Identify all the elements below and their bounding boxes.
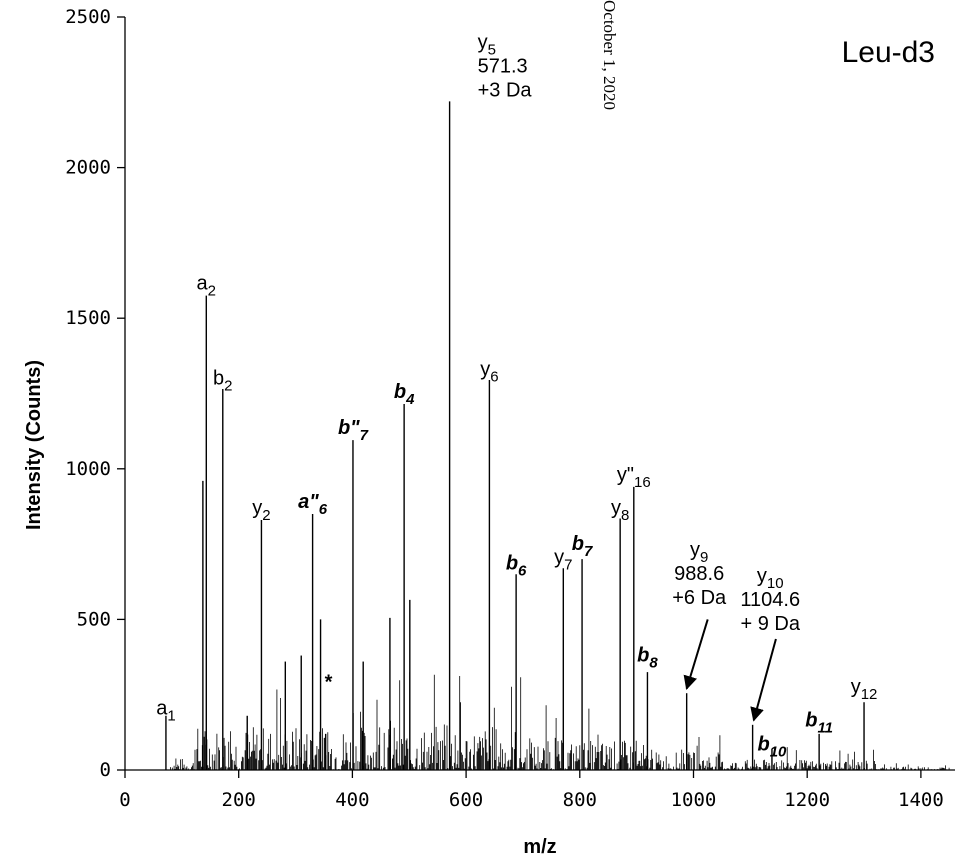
peak-label: a1 (156, 697, 175, 724)
y-tick-label: 1000 (65, 458, 111, 480)
peak-label-main: b (572, 533, 584, 555)
peak-label-subscript: 5 (488, 42, 496, 59)
peak-label-subscript: 7 (584, 543, 593, 560)
peak-label-subscript: 9 (700, 549, 708, 566)
peak-label-main: b (213, 367, 224, 389)
peak-label-main: y" (617, 464, 634, 486)
peak-label-detail: +3 Da (478, 80, 533, 102)
peak-label-subscript: 12 (861, 686, 878, 703)
peak-label-subscript: 16 (634, 474, 651, 491)
peak-label: y9 (690, 539, 708, 566)
peak-label-main: a (197, 273, 209, 295)
peak-label: b7 (572, 533, 593, 560)
x-tick-label: 400 (335, 789, 369, 811)
peak-label-subscript: 6 (490, 368, 498, 385)
peak-label: b11 (805, 709, 833, 736)
peak-label: b2 (213, 367, 232, 394)
peak-label-main: b (757, 733, 769, 755)
x-tick-label: 200 (222, 789, 256, 811)
peak-label-subscript: 4 (405, 391, 415, 408)
peak-label: b4 (394, 381, 415, 408)
axis-ticks: 0 500 1000 1500 2000 2500 0 200 400 600 800 1000 120… (65, 6, 944, 811)
plot-frame (124, 17, 955, 771)
peak-label-subscript: 2 (262, 507, 270, 524)
peak-label-detail: 571.3 (478, 56, 528, 78)
peak-group (165, 101, 865, 770)
peak-label-main: b" (338, 417, 360, 439)
peak-label-detail: 1104.6 (740, 589, 800, 611)
peak-label-main: y (252, 497, 262, 519)
peak-label-subscript: 8 (649, 655, 658, 672)
annotation-arrow (683, 619, 709, 691)
y-tick-label: 2000 (65, 157, 111, 179)
peak-label-main: a" (298, 491, 319, 513)
peak-label-subscript: 2 (224, 377, 232, 394)
peak-label: y6 (480, 358, 498, 385)
peak-label: a2 (197, 273, 216, 300)
peak-label: y7 (554, 547, 572, 574)
panel-label: Leu-d3 (842, 36, 935, 69)
peak-label-subscript: 10 (770, 743, 787, 760)
peak-label-subscript: 8 (621, 507, 629, 524)
peak-label: y"16 (617, 464, 651, 491)
peak-label-main: y (554, 547, 564, 569)
peak-label: * (325, 672, 333, 694)
peak-label: b6 (506, 553, 527, 580)
peak-label-main: y (690, 539, 700, 561)
peak-label-subscript: 11 (817, 719, 833, 736)
x-tick-label: 1200 (784, 789, 830, 811)
peak-label-subscript: 10 (767, 575, 784, 592)
peak-label-subscript: 6 (518, 563, 527, 580)
peak-label-main: y (480, 358, 490, 380)
peak-label-main: b (637, 645, 649, 667)
x-tick-label: 600 (449, 789, 483, 811)
side-stamp: October 1, 2020 (600, 0, 619, 110)
peak-label-subscript: 6 (319, 501, 328, 518)
x-axis-title: m/z (523, 836, 556, 858)
peak-label-subscript: 7 (564, 557, 572, 574)
peak-label-main: b (394, 381, 406, 403)
peak-label: b"7 (338, 417, 369, 444)
peak-label-main: y (757, 565, 767, 587)
peak-label: y5 (478, 32, 496, 59)
peak-label-main: b (506, 553, 518, 575)
peak-label: y8 (611, 497, 629, 524)
peak-label-main: a (156, 697, 168, 719)
peak-label-subscript: 2 (208, 283, 216, 300)
peak-label: a"6 (298, 491, 328, 518)
peak-label-main: b (805, 709, 817, 731)
y-tick-label: 1500 (65, 307, 111, 329)
peak-label: b10 (757, 733, 787, 760)
peak-label-main: y (478, 32, 488, 54)
peak-label: y10 (757, 565, 784, 592)
peak-label-subscript: 7 (360, 427, 369, 444)
peak-label-detail: 988.6 (674, 563, 724, 585)
annotation-arrow (750, 638, 777, 722)
peak-label-detail: + 9 Da (740, 613, 800, 635)
peak-label: y12 (851, 676, 878, 703)
x-tick-label: 1400 (898, 789, 944, 811)
peak-label-main: y (611, 497, 621, 519)
y-tick-label: 0 (100, 759, 111, 781)
peak-label: b8 (637, 645, 658, 672)
peak-label: y2 (252, 497, 270, 524)
x-tick-label: 0 (119, 789, 130, 811)
peak-label-main: y (851, 676, 861, 698)
y-tick-label: 2500 (65, 6, 111, 28)
peak-label-detail: +6 Da (672, 587, 727, 609)
peak-label-main: * (325, 672, 333, 694)
x-tick-label: 800 (563, 789, 597, 811)
x-tick-label: 1000 (671, 789, 717, 811)
peak-label-subscript: 1 (167, 707, 175, 724)
y-tick-label: 500 (77, 608, 111, 630)
y-axis-title: Intensity (Counts) (23, 360, 45, 530)
